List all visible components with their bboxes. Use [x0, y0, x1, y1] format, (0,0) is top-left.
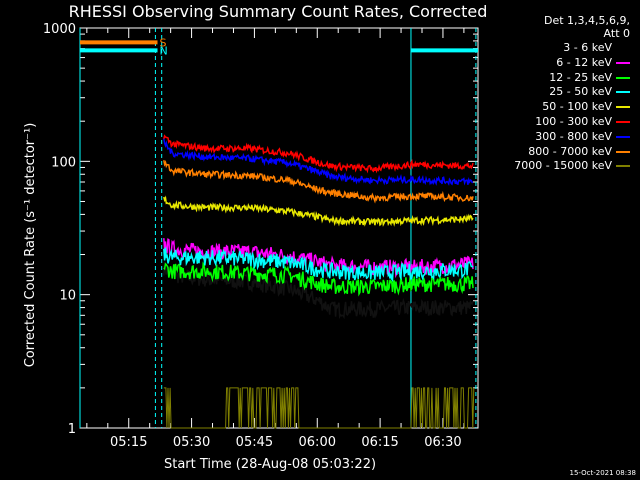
x-tick-label: 05:15 — [110, 435, 147, 450]
legend-entry: 50 - 100 keV — [542, 100, 630, 113]
legend-swatch — [616, 47, 630, 49]
series-line — [163, 387, 475, 429]
series-line — [163, 238, 474, 279]
x-axis-label: Start Time (28-Aug-08 05:03:22) — [164, 457, 376, 472]
legend-header-2: Att 0 — [603, 27, 630, 40]
legend-label: 25 - 50 keV — [549, 85, 612, 99]
series-line — [163, 160, 474, 204]
legend-swatch — [616, 91, 630, 94]
flag-label: N — [160, 44, 168, 57]
eclipse-markers — [79, 28, 477, 428]
x-tick-label: 05:45 — [236, 435, 273, 450]
legend-label: 300 - 800 keV — [535, 129, 612, 143]
y-tick-label: 1 — [68, 422, 76, 437]
y-tick-label: 10 — [59, 289, 76, 304]
legend-swatch — [616, 121, 630, 123]
y-tick-label: 100 — [51, 155, 76, 170]
legend-entry: 25 - 50 keV — [549, 85, 630, 98]
series-line — [163, 247, 474, 283]
legend-entry: 3 - 6 keV — [563, 41, 630, 54]
legend-label: 100 - 300 keV — [535, 115, 612, 128]
legend-swatch — [616, 61, 630, 64]
legend-label: 800 - 7000 keV — [528, 144, 612, 158]
legend-swatch — [616, 106, 630, 109]
series-line — [163, 261, 474, 297]
flag-bars: SN — [80, 36, 478, 57]
legend-entry: 12 - 25 keV — [549, 71, 630, 84]
x-tick-label: 06:00 — [299, 435, 336, 450]
legend-entry: 100 - 300 keV — [535, 115, 630, 128]
legend-label: 6 - 12 keV — [556, 55, 612, 69]
legend-entry: 300 - 800 keV — [535, 130, 630, 143]
legend-entry: 7000 - 15000 keV — [514, 159, 630, 172]
legend-label: 50 - 100 keV — [542, 100, 612, 114]
legend-swatch — [616, 135, 630, 138]
flag-label: S — [160, 36, 167, 49]
x-tick-label: 06:15 — [361, 435, 398, 450]
tick-labels: 1 10 100 1000 05:15 05:30 05:45 06:00 06:15 06:30 — [43, 22, 462, 450]
legend-entry: 800 - 7000 keV — [528, 145, 630, 158]
legend-swatch — [616, 165, 630, 168]
y-axis-label: Corrected Count Rate (s⁻¹ detector⁻¹) — [23, 123, 38, 368]
legend-label: 7000 - 15000 keV — [514, 159, 612, 173]
legend-header-1: Det 1,3,4,5,6,9, — [543, 14, 630, 27]
legend-entry: 6 - 12 keV — [556, 56, 630, 69]
legend-label: 12 - 25 keV — [549, 70, 612, 84]
x-tick-label: 05:30 — [173, 435, 210, 450]
legend-swatch — [616, 150, 630, 153]
x-tick-label: 06:30 — [424, 435, 461, 450]
series-line — [163, 195, 474, 227]
series-lines — [163, 134, 475, 429]
series-line — [163, 134, 474, 174]
legend-swatch — [616, 76, 630, 79]
legend-label: 3 - 6 keV — [563, 41, 612, 54]
series-line — [163, 138, 473, 186]
timestamp: 15-Oct-2021 08:38 — [569, 469, 636, 477]
axes — [79, 27, 479, 429]
chart-title: RHESSI Observing Summary Count Rates, Co… — [69, 2, 488, 21]
plot-frame — [79, 27, 479, 429]
y-tick-label: 1000 — [43, 22, 76, 37]
